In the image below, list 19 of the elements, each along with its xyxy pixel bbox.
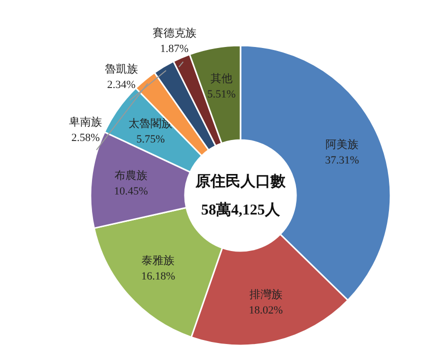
data-label: 37.31% [325,154,360,166]
slice-label: 魯凱族 [104,62,138,76]
data-label: 2.34% [107,78,136,91]
data-label: 18.02% [248,304,283,317]
slice-label: 賽德克族 [152,26,196,40]
data-label: 16.18% [141,270,176,283]
data-label: 1.87% [160,42,189,55]
data-label: 5.75% [136,133,165,146]
text: 原住民人口數 [194,173,286,190]
slice-label: 泰雅族 [142,254,175,268]
text: 58萬4,125人 [201,202,281,218]
slice-label: 卑南族 [69,116,102,129]
data-label: 2.58% [71,132,100,144]
slice-label: 排灣族 [249,288,282,302]
data-label: 5.51% [207,88,236,101]
slice-label: 布農族 [114,168,148,182]
slice-label: 阿美族 [326,138,359,151]
data-label: 10.45% [114,185,148,198]
slice-label: 其他 [210,72,233,86]
